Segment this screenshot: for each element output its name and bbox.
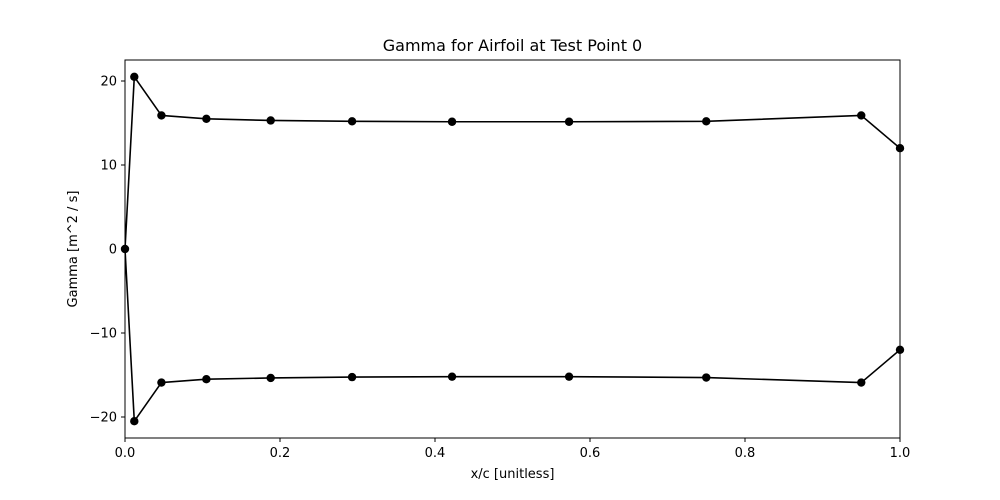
x-tick-label: 0.8 xyxy=(735,446,756,461)
x-tick-label: 0.0 xyxy=(115,446,136,461)
data-point xyxy=(564,372,574,381)
y-axis-label: Gamma [m^2 / s] xyxy=(66,191,81,308)
data-point xyxy=(347,117,357,126)
data-point xyxy=(266,116,275,125)
data-point xyxy=(130,417,139,426)
data-point xyxy=(157,378,166,387)
x-axis: 0.0 0.2 0.4 0.6 0.8 1.0 xyxy=(115,438,911,461)
chart-title: Gamma for Airfoil at Test Point 0 xyxy=(383,36,642,55)
data-point xyxy=(447,117,457,126)
y-tick-label: −10 xyxy=(90,327,117,342)
data-point xyxy=(202,114,211,124)
plot-area xyxy=(120,72,905,426)
data-point xyxy=(857,378,866,387)
data-point xyxy=(857,111,866,120)
x-tick-label: 1.0 xyxy=(890,446,911,461)
data-point xyxy=(702,117,711,126)
y-tick-label: 20 xyxy=(100,75,117,90)
plot-frame xyxy=(124,59,901,439)
y-tick-label: 0 xyxy=(109,243,117,258)
x-tick-label: 0.4 xyxy=(425,446,446,461)
y-tick-label: 10 xyxy=(100,159,117,174)
data-point xyxy=(130,72,139,82)
data-point xyxy=(447,372,457,381)
data-point xyxy=(347,372,357,382)
series-line xyxy=(124,76,901,423)
data-point xyxy=(202,375,211,384)
x-tick-label: 0.2 xyxy=(270,446,291,461)
y-tick-label: −20 xyxy=(90,411,117,426)
data-point xyxy=(564,117,574,126)
data-point xyxy=(157,111,166,120)
y-axis: −20 −10 0 10 20 xyxy=(90,75,125,426)
x-axis-label: x/c [unitless] xyxy=(471,467,555,482)
data-point xyxy=(702,373,711,382)
data-point xyxy=(266,373,275,383)
x-tick-label: 0.6 xyxy=(580,446,601,461)
